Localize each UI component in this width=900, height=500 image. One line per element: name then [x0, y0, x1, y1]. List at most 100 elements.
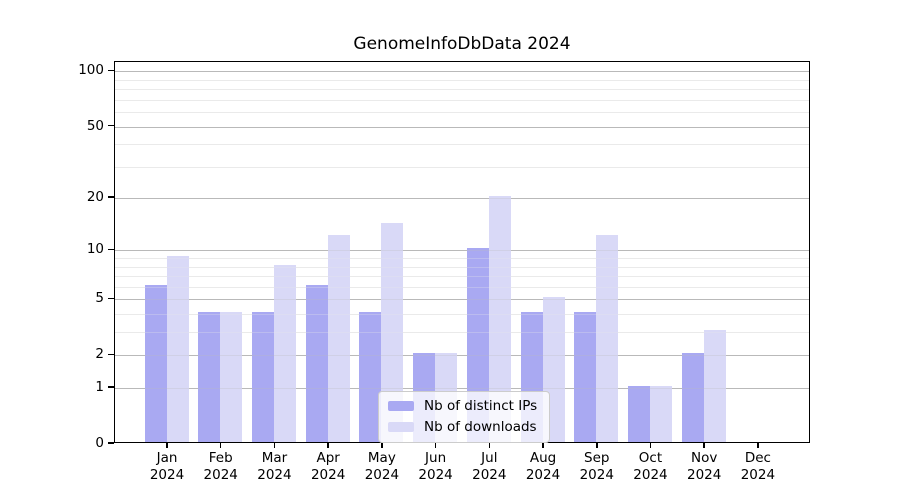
x-tick-year: 2024	[740, 467, 776, 483]
x-tick-label-dec: Dec 2024	[726, 450, 790, 484]
gridline-overlay-20	[115, 198, 809, 200]
x-tick-month: Sep	[584, 450, 610, 466]
x-tick-mark	[703, 443, 705, 448]
x-tick-year: 2024	[472, 467, 507, 483]
gridline-6	[115, 286, 809, 288]
bar-ips-apr	[305, 284, 328, 442]
gridline-overlay-10	[115, 250, 809, 252]
x-tick-year: 2024	[633, 467, 668, 483]
x-tick-label-mar: Mar 2024	[242, 450, 306, 484]
gridline-overlay-3	[115, 332, 809, 334]
y-tick-mark	[108, 124, 114, 127]
gridline-overlay-7	[115, 276, 809, 278]
gridline-10	[115, 250, 809, 252]
x-tick-month: Apr	[316, 450, 340, 466]
gridline-overlay-70	[115, 99, 809, 101]
x-tick-month: Aug	[529, 450, 557, 466]
gridline-overlay-90	[115, 79, 809, 81]
gridline-40	[115, 144, 809, 146]
x-tick-label-jan: Jan 2024	[135, 450, 199, 484]
y-tick-mark	[108, 297, 114, 300]
bar-ips-feb	[198, 312, 221, 442]
plot-area	[114, 61, 810, 443]
x-tick-month: Jul	[481, 450, 498, 466]
gridline-20	[115, 198, 809, 200]
y-tick-label-0: 0	[95, 435, 104, 451]
gridline-overlay-4	[115, 314, 809, 316]
gridline-4	[115, 314, 809, 316]
x-tick-year: 2024	[418, 467, 453, 483]
x-tick-label-feb: Feb 2024	[189, 450, 253, 484]
gridline-overlay-1	[115, 388, 809, 390]
y-tick-mark	[108, 353, 114, 356]
y-tick-mark	[108, 248, 114, 251]
bar-ips-oct	[627, 386, 650, 442]
gridline-8	[115, 266, 809, 268]
gridline-overlay-100	[115, 71, 809, 73]
x-tick-mark	[166, 443, 168, 448]
x-tick-label-apr: Apr 2024	[296, 450, 360, 484]
y-tick-label-5: 5	[95, 290, 104, 307]
x-tick-year: 2024	[525, 467, 561, 483]
x-tick-mark	[219, 443, 222, 448]
x-tick-label-may: May 2024	[350, 450, 414, 484]
x-tick-year: 2024	[257, 467, 292, 483]
gridline-80	[115, 89, 809, 91]
legend: Nb of distinct IPs Nb of downloads	[378, 391, 550, 443]
gridline-1	[115, 388, 809, 390]
bar-ips-sep	[574, 312, 597, 442]
x-tick-month: Jun	[425, 450, 447, 466]
x-tick-mark	[381, 443, 383, 448]
x-tick-year: 2024	[579, 467, 614, 483]
x-tick-mark	[273, 443, 276, 448]
x-tick-label-nov: Nov 2024	[672, 450, 736, 484]
x-tick-mark	[757, 443, 759, 448]
bar-ips-mar	[251, 312, 274, 442]
x-tick-label-oct: Oct 2024	[618, 450, 682, 484]
x-tick-mark	[434, 443, 437, 448]
gridline-overlay-50	[115, 126, 809, 128]
x-tick-month: May	[367, 450, 396, 466]
x-tick-label-jun: Jun 2024	[404, 450, 468, 484]
gridline-overlay-30	[115, 166, 809, 168]
y-tick-label-20: 20	[86, 189, 104, 206]
x-tick-label-aug: Aug 2024	[511, 450, 575, 484]
gridline-overlay-6	[115, 286, 809, 288]
gridline-2	[115, 355, 809, 357]
bar-ips-may	[359, 312, 382, 442]
x-tick-label-sep: Sep 2024	[565, 450, 629, 484]
gridline-5	[115, 299, 809, 301]
gridline-100	[115, 71, 809, 73]
y-tick-label-100: 100	[78, 62, 104, 79]
legend-entry-distinct-ips: Nb of distinct IPs	[388, 398, 538, 414]
y-tick-mark	[108, 196, 114, 198]
y-tick-label-1: 1	[95, 379, 104, 396]
gridline-overlay-2	[115, 355, 809, 357]
x-tick-month: Nov	[691, 450, 718, 466]
bar-downloads-sep	[596, 234, 619, 442]
x-tick-year: 2024	[310, 467, 346, 483]
gridline-overlay-8	[115, 266, 809, 268]
y-tick-label-10: 10	[86, 241, 104, 258]
legend-label-downloads: Nb of downloads	[424, 419, 537, 435]
bar-ips-jan	[144, 284, 167, 442]
chart-title: GenomeInfoDbData 2024	[353, 34, 571, 54]
x-tick-label-jul: Jul 2024	[457, 450, 521, 484]
bar-downloads-jul	[488, 196, 511, 442]
bar-downloads-feb	[220, 312, 243, 442]
gridline-30	[115, 166, 809, 168]
x-tick-mark	[488, 443, 491, 448]
gridline-9	[115, 258, 809, 260]
gridline-overlay-60	[115, 112, 809, 114]
legend-label-distinct-ips: Nb of distinct IPs	[424, 398, 538, 414]
gridline-70	[115, 99, 809, 101]
y-tick-mark	[108, 442, 114, 444]
bar-downloads-mar	[273, 264, 296, 442]
x-tick-month: Feb	[208, 450, 233, 466]
x-tick-year: 2024	[687, 467, 722, 483]
gridline-overlay-40	[115, 144, 809, 146]
x-tick-mark	[649, 443, 652, 448]
bar-downloads-may	[381, 223, 404, 442]
x-tick-month: Jan	[156, 450, 178, 466]
